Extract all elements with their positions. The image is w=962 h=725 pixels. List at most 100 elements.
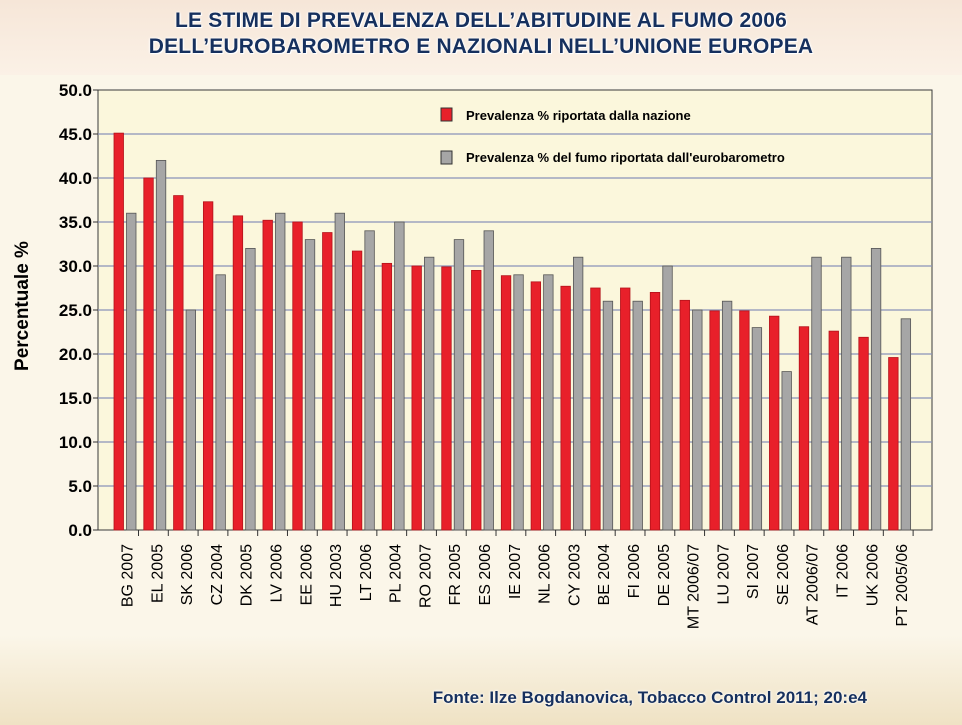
bar-eurobarometer bbox=[275, 212, 286, 531]
bar-eurobarometer bbox=[126, 212, 137, 531]
bar-eurobarometer bbox=[334, 212, 345, 531]
bar-eurobarometer bbox=[513, 274, 524, 531]
bar-national bbox=[143, 177, 154, 531]
footer-background bbox=[0, 635, 962, 725]
bar-eurobarometer bbox=[900, 318, 912, 531]
legend-label-eurobarometer: Prevalenza % del fumo riportata dall'eur… bbox=[466, 150, 785, 165]
bar-eurobarometer bbox=[304, 239, 316, 531]
x-tick-label: IE 2007 bbox=[507, 544, 524, 599]
y-tick-label: 10.0 bbox=[59, 433, 92, 452]
x-tick-label: DK 2005 bbox=[239, 544, 256, 606]
x-tick-label: AT 2006/07 bbox=[805, 544, 822, 625]
bar-eurobarometer bbox=[721, 300, 733, 531]
legend: Prevalenza % riportata dalla nazione Pre… bbox=[440, 107, 785, 165]
x-tick-label: SE 2006 bbox=[775, 544, 792, 605]
x-tick-label: PL 2004 bbox=[388, 544, 405, 603]
title-line-1: LE STIME DI PREVALENZA DELL’ABITUDINE AL… bbox=[174, 9, 788, 32]
bar-eurobarometer bbox=[632, 300, 643, 531]
bar-national bbox=[322, 232, 333, 531]
x-tick-label: LV 2006 bbox=[268, 544, 285, 603]
bar-national bbox=[858, 336, 869, 531]
x-tick-label: CY 2003 bbox=[566, 544, 583, 606]
bar-national bbox=[888, 357, 899, 531]
bar-eurobarometer bbox=[692, 309, 703, 531]
x-tick-label: FR 2005 bbox=[447, 544, 464, 605]
bar-national bbox=[113, 132, 124, 531]
bar-eurobarometer bbox=[424, 256, 435, 531]
bar-national bbox=[441, 266, 452, 531]
bar-eurobarometer bbox=[483, 230, 494, 531]
y-tick-label: 50.0 bbox=[59, 81, 92, 100]
y-tick-label: 35.0 bbox=[59, 213, 92, 232]
y-tick-label: 40.0 bbox=[59, 169, 92, 188]
x-tick-label: EE 2006 bbox=[298, 544, 315, 605]
y-tick-label: 0.0 bbox=[68, 521, 92, 540]
bar-eurobarometer bbox=[155, 159, 167, 531]
x-tick-label: RO 2007 bbox=[417, 544, 434, 608]
source-citation: Fonte: Ilze Bogdanovica, Tobacco Control… bbox=[432, 688, 867, 707]
bar-national bbox=[411, 265, 422, 531]
bar-eurobarometer bbox=[870, 247, 882, 531]
title-line-2: DELL’EUROBAROMETRO E NAZIONALI NELL’UNIO… bbox=[148, 35, 814, 58]
bar-eurobarometer bbox=[662, 265, 673, 531]
y-tick-label: 30.0 bbox=[59, 257, 92, 276]
bar-national bbox=[620, 287, 631, 531]
x-tick-label: HU 2003 bbox=[328, 544, 345, 607]
bar-national bbox=[202, 201, 214, 531]
bar-eurobarometer bbox=[781, 371, 792, 531]
bar-national bbox=[471, 269, 482, 531]
bars bbox=[113, 132, 912, 531]
bar-eurobarometer bbox=[245, 247, 256, 531]
x-tick-labels: BG 2007 EL 2005 SK 2006 CZ 2004 DK 2005 LV 20… bbox=[120, 530, 914, 629]
bar-eurobarometer bbox=[602, 300, 614, 531]
x-tick-label: CZ 2004 bbox=[209, 544, 226, 605]
bar-eurobarometer bbox=[841, 256, 852, 531]
bar-national bbox=[560, 285, 571, 531]
x-tick-label: ES 2006 bbox=[477, 544, 494, 605]
bar-eurobarometer bbox=[543, 274, 554, 531]
x-tick-label: FI 2006 bbox=[626, 544, 643, 598]
bar-national bbox=[530, 281, 541, 531]
y-axis-label: Percentuale % bbox=[12, 241, 33, 371]
legend-label-national: Prevalenza % riportata dalla nazione bbox=[466, 108, 691, 123]
bar-national bbox=[590, 287, 601, 531]
bar-eurobarometer bbox=[215, 274, 226, 531]
bar-national bbox=[500, 275, 512, 531]
bar-national bbox=[173, 195, 184, 531]
bar-eurobarometer bbox=[751, 327, 763, 531]
header-background bbox=[0, 0, 962, 75]
y-tick-labels: 0.0 5.0 10.0 15.0 20.0 25.0 30.0 35.0 40.0 45.0 50… bbox=[59, 81, 92, 540]
x-tick-label: LT 2006 bbox=[358, 544, 375, 601]
x-tick-label: LU 2007 bbox=[715, 544, 732, 605]
page-title: LE STIME DI PREVALENZA DELL’ABITUDINE AL… bbox=[0, 8, 962, 60]
bar-eurobarometer bbox=[572, 256, 584, 531]
x-tick-label: NL 2006 bbox=[537, 544, 554, 604]
x-tick-label: DE 2005 bbox=[656, 544, 673, 606]
bar-national bbox=[709, 310, 720, 531]
y-tick-label: 20.0 bbox=[59, 345, 92, 364]
y-tick-label: 5.0 bbox=[68, 477, 92, 496]
bar-national bbox=[798, 326, 810, 531]
bar-national bbox=[679, 299, 690, 531]
bar-eurobarometer bbox=[185, 309, 196, 531]
y-tick-label: 15.0 bbox=[59, 389, 92, 408]
x-tick-label: SK 2006 bbox=[179, 544, 196, 605]
bar-national bbox=[232, 215, 244, 531]
x-tick-label: SI 2007 bbox=[745, 544, 762, 599]
legend-swatch-national bbox=[440, 107, 453, 122]
x-tick-label: EL 2005 bbox=[149, 544, 166, 603]
bar-national bbox=[262, 219, 273, 531]
bar-national bbox=[739, 310, 750, 531]
bar-eurobarometer bbox=[453, 239, 465, 531]
bar-eurobarometer bbox=[394, 221, 405, 531]
x-tick-label: IT 2006 bbox=[835, 544, 852, 598]
bar-national bbox=[292, 221, 303, 531]
x-tick-label: PT 2005/06 bbox=[894, 544, 911, 627]
bar-national bbox=[828, 330, 839, 531]
x-tick-label: MT 2006/07 bbox=[686, 544, 703, 629]
bar-national bbox=[649, 291, 661, 531]
bar-national bbox=[769, 315, 780, 531]
y-tick-label: 25.0 bbox=[59, 301, 92, 320]
x-tick-label: BG 2007 bbox=[120, 544, 137, 607]
